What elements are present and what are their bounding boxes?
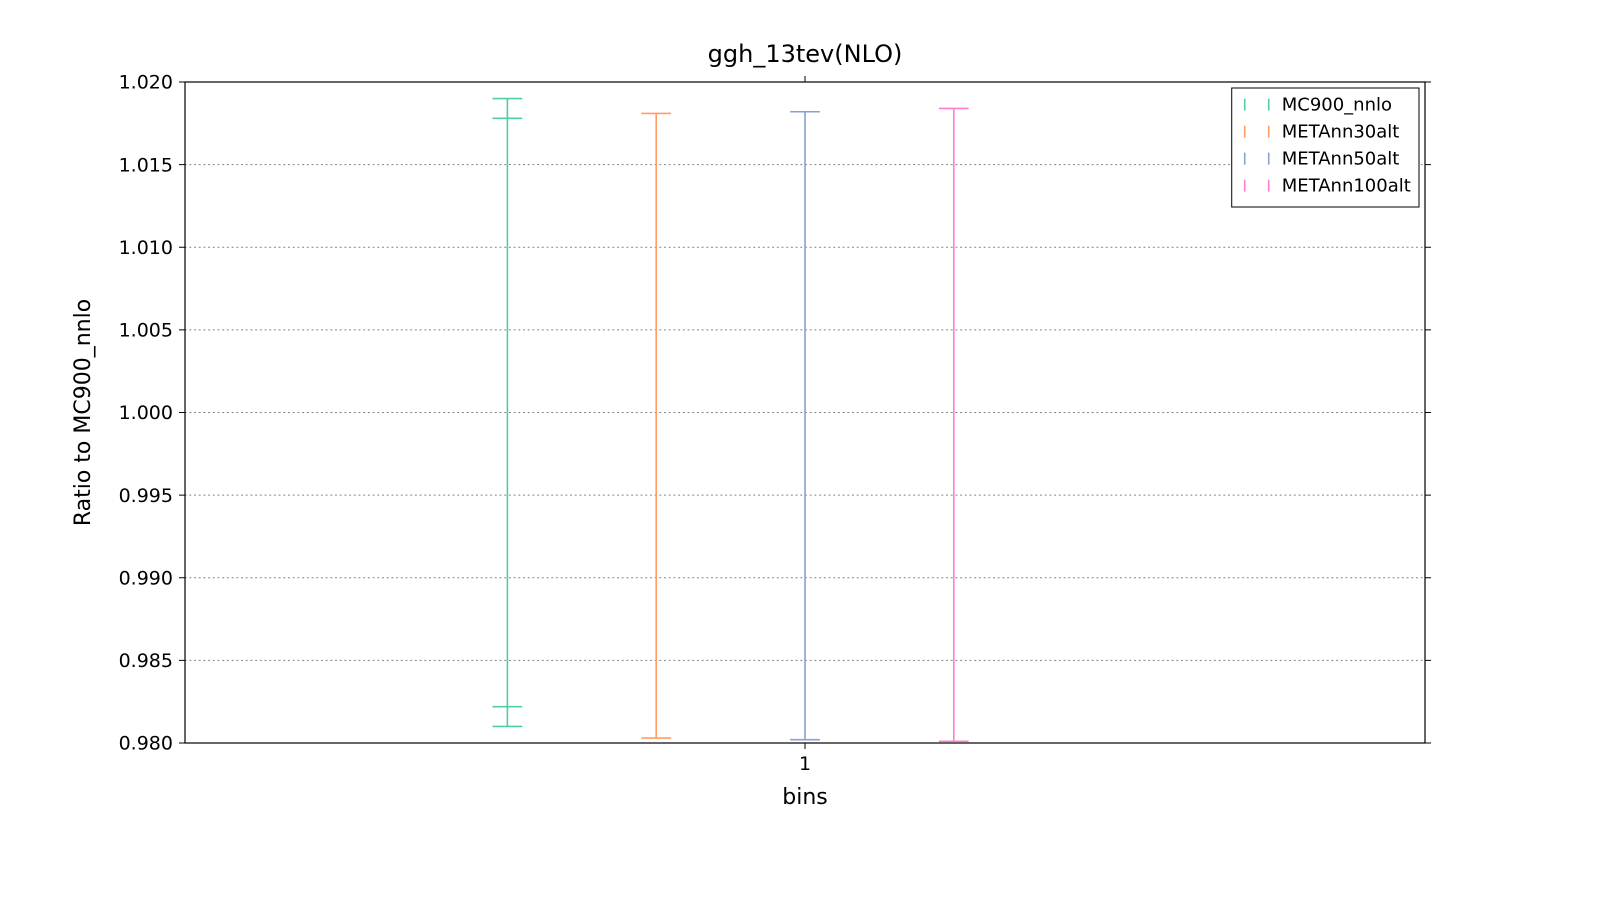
ytick-label: 1.010 (119, 237, 173, 259)
xtick-label: 1 (799, 753, 811, 775)
x-axis-label: bins (782, 785, 827, 810)
legend-item-label: METAnn50alt (1282, 148, 1400, 169)
legend-item-label: METAnn30alt (1282, 121, 1400, 142)
chart-svg: 1 0.980 0.985 0.990 0.995 1.000 1.005 1.010 1.01… (0, 0, 1600, 900)
ytick-label: 1.005 (119, 320, 173, 342)
ytick-label: 1.020 (119, 72, 173, 94)
legend: MC900_nnlo METAnn30alt METAnn50alt METAnn10… (1232, 88, 1419, 207)
chart-title-text: ggh_13tev(NLO) (708, 40, 903, 68)
legend-item-label: MC900_nnlo (1282, 94, 1392, 115)
ytick-label: 0.985 (119, 650, 173, 672)
ytick-label: 1.015 (119, 154, 173, 176)
legend-item-label: METAnn100alt (1282, 175, 1411, 196)
ytick-label: 0.980 (119, 733, 173, 755)
y-axis-label: Ratio to MC900_nnlo (71, 299, 96, 526)
ytick-label: 1.000 (119, 402, 173, 424)
ratio-errorbar-chart: 1 0.980 0.985 0.990 0.995 1.000 1.005 1.010 1.01… (0, 0, 1600, 900)
ytick-label: 0.990 (119, 567, 173, 589)
ytick-label: 0.995 (119, 485, 173, 507)
